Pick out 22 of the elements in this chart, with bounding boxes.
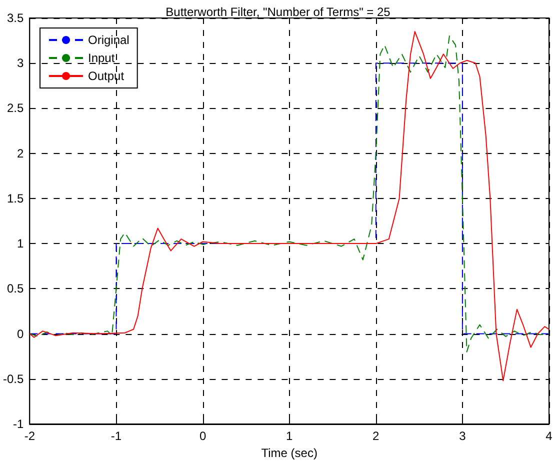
y-tick-label: 1 [16, 236, 24, 251]
legend-label: Original [88, 33, 130, 47]
x-tick-label: 0 [199, 429, 206, 443]
y-tick-label: -1 [13, 417, 24, 431]
chart-title: Butterworth Filter, "Number of Terms" = 25 [166, 5, 391, 19]
x-axis-title: Time (sec) [261, 446, 318, 460]
y-tick-label: 0.5 [6, 282, 24, 296]
y-tick-label: 0 [16, 326, 24, 341]
x-tick-label: 2 [372, 429, 380, 443]
legend-label: Output [88, 69, 125, 83]
x-tick-label: -1 [110, 429, 122, 443]
y-tick-label: 3.5 [6, 11, 24, 25]
y-tick-label: 3 [16, 56, 24, 70]
x-tick-label: -2 [24, 429, 36, 443]
y-tick-label: -0.5 [2, 372, 24, 386]
x-tick-label: 3 [459, 429, 466, 443]
x-tick-label: 1 [286, 429, 293, 443]
legend-label: Input [88, 51, 116, 65]
x-tick-label: 4 [546, 429, 553, 443]
y-tick-label: 2.5 [6, 101, 24, 116]
y-tick-label: 2 [16, 146, 24, 160]
y-tick-label: 1.5 [6, 191, 24, 206]
